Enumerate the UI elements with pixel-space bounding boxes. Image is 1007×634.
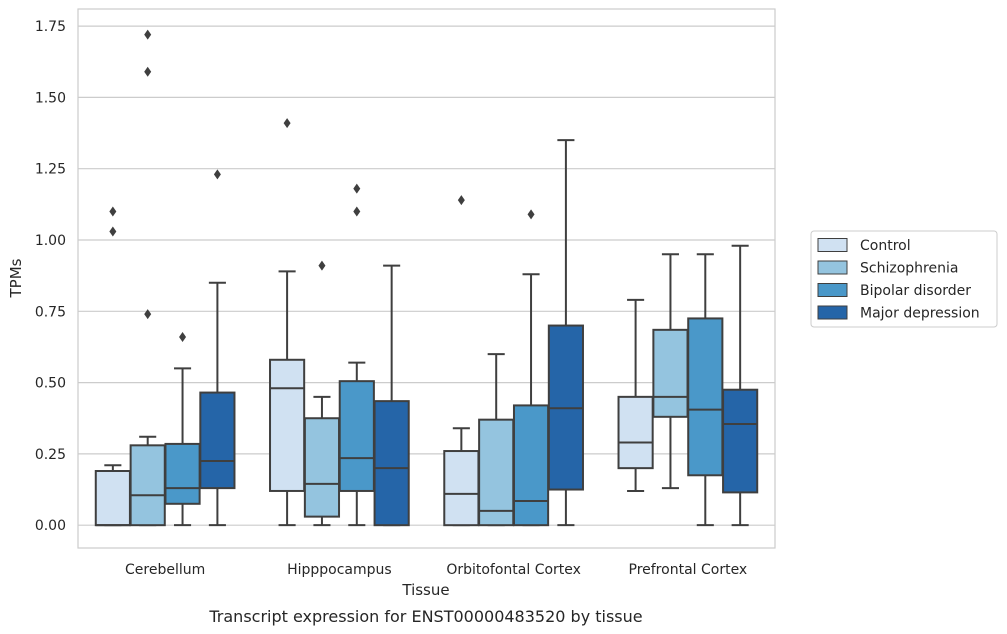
box-group xyxy=(722,244,759,527)
legend-label: Control xyxy=(860,238,911,254)
box xyxy=(129,444,166,527)
box xyxy=(722,388,759,494)
box xyxy=(443,450,480,527)
box-group xyxy=(94,206,131,527)
x-tick-label: Hipppocampus xyxy=(287,562,392,578)
x-tick-label: Cerebellum xyxy=(125,562,205,578)
box-group xyxy=(617,298,654,492)
y-tick-label: 1.50 xyxy=(35,90,66,106)
box-group xyxy=(512,209,550,527)
box xyxy=(269,358,306,492)
box xyxy=(94,470,131,527)
box-group xyxy=(443,195,480,527)
box xyxy=(652,328,689,418)
box-group xyxy=(687,253,724,527)
outlier-point xyxy=(144,29,152,40)
box-group xyxy=(303,260,341,527)
legend-swatch xyxy=(817,305,848,320)
y-tick-label: 0.25 xyxy=(35,447,66,463)
outlier-point xyxy=(179,331,187,342)
outlier-point xyxy=(109,206,117,217)
outlier-point xyxy=(527,209,535,220)
box xyxy=(199,391,236,490)
box xyxy=(512,404,550,527)
box-group xyxy=(338,183,375,527)
outlier-point xyxy=(457,195,465,206)
outlier-point xyxy=(109,226,117,237)
box xyxy=(478,418,515,527)
box-group xyxy=(164,331,201,527)
outlier-point xyxy=(144,309,152,320)
y-axis-label: TPMs xyxy=(7,258,25,298)
box-group xyxy=(373,264,410,527)
box xyxy=(617,395,654,470)
x-tick-label: Prefrontal Cortex xyxy=(629,562,748,578)
outlier-point xyxy=(283,118,291,129)
box-group xyxy=(478,353,515,527)
legend-label: Major depression xyxy=(860,306,980,322)
legend-swatch xyxy=(817,260,848,275)
box xyxy=(338,380,375,492)
x-axis-label: Tissue xyxy=(401,581,449,599)
legend-swatch xyxy=(817,238,848,252)
x-tick-label: Orbitofontal Cortex xyxy=(446,562,581,578)
y-axis: 0.00 0.25 0.50 0.75 1.00 1.25 1.50 1.75 xyxy=(35,19,66,534)
legend-label: Bipolar disorder xyxy=(860,283,971,299)
box-group xyxy=(547,139,584,527)
outlier-point xyxy=(353,183,361,194)
y-tick-label: 1.25 xyxy=(35,162,66,178)
outlier-point xyxy=(318,260,326,271)
box-group xyxy=(652,253,689,490)
chart-title: Transcript expression for ENST0000048352… xyxy=(208,607,642,626)
box-group xyxy=(199,169,236,527)
legend-frame xyxy=(810,230,998,328)
y-tick-label: 0.00 xyxy=(35,518,66,534)
box-layer xyxy=(94,29,759,527)
box xyxy=(303,417,341,518)
box xyxy=(164,442,201,505)
y-tick-label: 0.50 xyxy=(35,376,66,392)
outlier-point xyxy=(213,169,221,180)
y-tick-label: 1.75 xyxy=(35,19,66,35)
legend: Control Schizophrenia Bipolar disorder Majo… xyxy=(810,230,998,328)
outlier-point xyxy=(353,206,361,217)
box xyxy=(373,400,410,527)
legend-swatch xyxy=(817,283,848,297)
box-group xyxy=(129,29,166,527)
box xyxy=(687,317,724,477)
legend-label: Schizophrenia xyxy=(860,261,958,277)
y-tick-label: 1.00 xyxy=(35,233,66,249)
box-group xyxy=(269,118,306,527)
outlier-point xyxy=(144,66,152,77)
y-tick-label: 0.75 xyxy=(35,304,66,320)
x-axis: Cerebellum Hipppocampus Orbitofontal Corte… xyxy=(125,562,747,578)
plot-frame xyxy=(77,8,776,549)
